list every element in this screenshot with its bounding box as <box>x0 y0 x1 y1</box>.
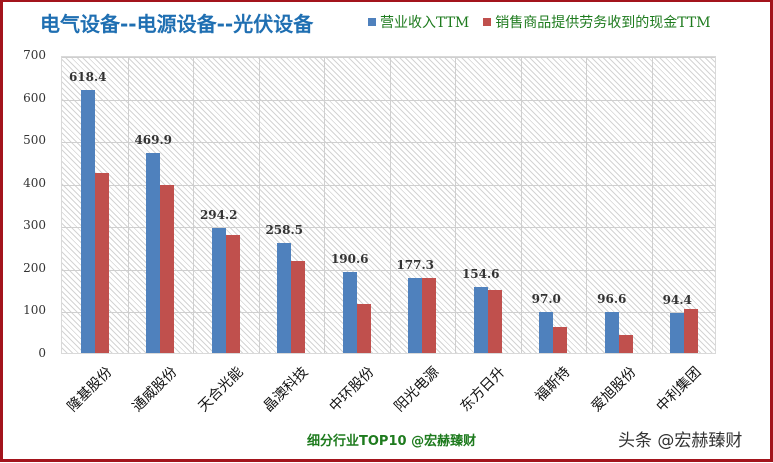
bar-revenue <box>146 152 161 353</box>
h-gridline <box>62 57 715 58</box>
data-label: 258.5 <box>265 222 304 237</box>
h-gridline <box>62 99 715 101</box>
data-label: 177.3 <box>396 257 435 272</box>
bar-cash <box>487 290 502 353</box>
data-label: 190.6 <box>330 251 369 266</box>
bar-cash <box>94 172 109 353</box>
y-tick-label: 100 <box>23 303 46 318</box>
v-gridline <box>455 57 456 353</box>
v-gridline <box>193 57 194 353</box>
bar-cash <box>684 309 699 353</box>
v-gridline <box>389 57 391 353</box>
bar-cash <box>291 261 306 353</box>
v-gridline <box>324 57 325 353</box>
y-tick-label: 500 <box>23 133 46 148</box>
y-tick-label: 400 <box>23 175 46 190</box>
bar-cash <box>225 235 240 353</box>
h-gridline <box>62 142 715 144</box>
bar-revenue <box>539 311 554 353</box>
data-label: 96.6 <box>597 291 627 306</box>
bar-revenue <box>211 227 226 353</box>
chart-title: 电气设备--电源设备--光伏设备 <box>40 12 314 36</box>
bar-revenue <box>604 311 619 353</box>
data-label: 469.9 <box>134 132 173 147</box>
bar-revenue <box>408 277 423 353</box>
data-label: 94.4 <box>662 292 692 307</box>
v-gridline <box>651 57 653 353</box>
legend-swatch-blue-icon <box>368 18 376 26</box>
bar-revenue <box>277 242 292 353</box>
v-gridline <box>586 57 587 353</box>
y-tick-label: 700 <box>23 48 46 62</box>
data-label: 294.2 <box>199 207 238 222</box>
legend-label-cash: 销售商品提供劳务收到的现金TTM <box>495 15 711 31</box>
plot-area: 618.4 469.9 294.2 258.5 190.6 177.3 154.6 97.0 9… <box>61 56 716 354</box>
bar-cash <box>618 335 633 353</box>
legend-label-revenue: 营业收入TTM <box>380 15 470 31</box>
bar-cash <box>160 184 175 353</box>
bar-revenue <box>670 312 685 353</box>
legend: 营业收入TTM 销售商品提供劳务收到的现金TTM <box>368 12 711 32</box>
v-gridline <box>520 57 522 353</box>
h-gridline <box>62 312 715 314</box>
data-label: 618.4 <box>68 69 107 84</box>
bar-cash <box>422 277 437 353</box>
y-tick-label: 200 <box>23 260 46 275</box>
y-tick-label: 300 <box>23 218 46 233</box>
bar-cash <box>356 304 371 353</box>
data-label: 97.0 <box>531 291 561 306</box>
bar-revenue <box>473 287 488 353</box>
v-gridline <box>127 57 129 353</box>
legend-item-revenue: 营业收入TTM <box>368 12 469 32</box>
h-gridline <box>62 184 715 186</box>
bar-revenue <box>80 89 95 353</box>
bar-cash <box>553 327 568 353</box>
y-tick-label: 600 <box>23 90 46 105</box>
data-label: 154.6 <box>461 267 500 282</box>
v-gridline <box>258 57 260 353</box>
legend-swatch-red-icon <box>483 18 492 26</box>
y-tick-label: 0 <box>38 346 46 360</box>
bar-revenue <box>342 271 357 353</box>
h-gridline <box>62 269 715 271</box>
watermark: 头条 @宏赫臻财 <box>618 431 743 451</box>
footer-caption: 细分行业TOP10 @宏赫臻财 <box>307 434 477 449</box>
h-gridline <box>62 227 715 229</box>
legend-item-cash: 销售商品提供劳务收到的现金TTM <box>483 12 711 32</box>
